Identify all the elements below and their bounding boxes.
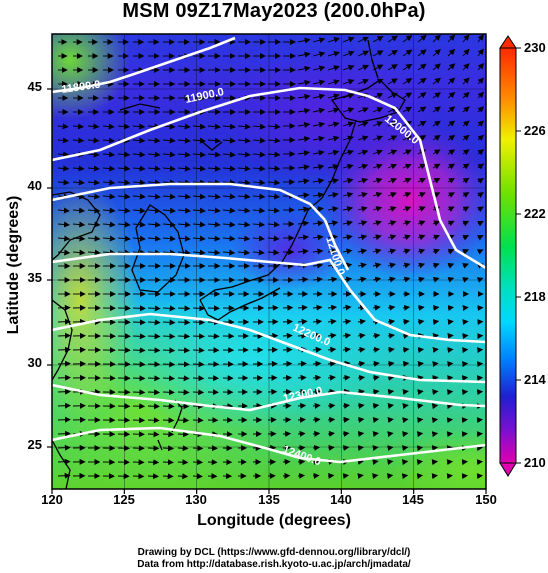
colorbar-ticks [516,47,521,464]
x-tick-label: 120 [41,492,63,507]
y-axis-title: Latitude (degrees) [5,195,22,335]
contour-12100 [52,252,486,344]
x-tick-label: 145 [402,492,424,507]
colorbar-label: 214 [524,372,546,387]
x-tick-label: 135 [258,492,280,507]
x-tick-label: 130 [185,492,207,507]
y-tick-label: 30 [27,355,42,370]
temperature-field [52,34,486,489]
page-title: MSM 09Z17May2023 (200.0hPa) [122,0,426,22]
axis-ticks [47,88,487,494]
x-axis-title: Longitude (degrees) [197,512,351,529]
contour-11800 [52,36,236,94]
colorbar-max-arrow [499,35,517,49]
contour-11900 [52,86,369,162]
colorbar-label: 210 [524,455,546,470]
colorbar-label: 222 [524,206,546,221]
wind-vectors [57,34,485,480]
y-tick-label: 35 [27,270,42,285]
y-tick-label: 25 [27,437,42,452]
colorbar-min-arrow [499,462,517,477]
height-contours [52,36,486,464]
contour-12200 [52,312,486,384]
contour-12000 [52,182,326,221]
x-tick-label: 150 [475,492,497,507]
credit-drawing: Drawing by DCL (https://www.gfd-dennou.o… [137,547,411,558]
colorbar-label: 218 [524,289,546,304]
colorbar-label: 226 [524,123,546,138]
y-tick-label: 40 [27,178,42,193]
contour-12000b [367,94,486,270]
colorbar [499,47,517,464]
contour-label: 11800.0 [61,79,101,96]
contour-12400 [52,426,486,464]
credit-data: Data from http://database.rish.kyoto-u.a… [137,559,411,570]
contour-12100b [323,219,350,271]
x-tick-label: 125 [113,492,135,507]
colorbar-label: 230 [524,40,546,55]
y-tick-label: 45 [27,79,42,94]
x-tick-label: 140 [330,492,352,507]
contour-12300 [52,383,486,412]
